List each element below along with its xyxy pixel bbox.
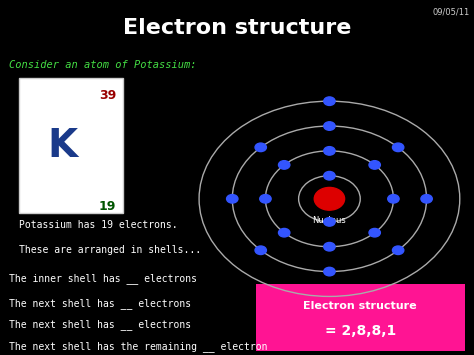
Text: Potassium has 19 electrons.: Potassium has 19 electrons. <box>19 220 178 230</box>
Ellipse shape <box>392 143 404 152</box>
Ellipse shape <box>324 242 335 251</box>
Ellipse shape <box>392 246 404 255</box>
Text: Electron structure: Electron structure <box>123 18 351 38</box>
Text: = 2,8,8,1: = 2,8,8,1 <box>325 324 396 338</box>
Ellipse shape <box>314 187 345 210</box>
Ellipse shape <box>324 218 335 226</box>
Ellipse shape <box>324 147 335 155</box>
Ellipse shape <box>324 267 335 276</box>
Ellipse shape <box>227 195 238 203</box>
Text: 39: 39 <box>99 89 116 102</box>
Ellipse shape <box>324 97 335 105</box>
Ellipse shape <box>279 228 290 237</box>
Text: The next shell has __ electrons: The next shell has __ electrons <box>9 298 191 309</box>
Text: Consider an atom of Potassium:: Consider an atom of Potassium: <box>9 60 197 70</box>
Bar <box>19 78 123 213</box>
Text: The inner shell has __ electrons: The inner shell has __ electrons <box>9 273 198 284</box>
Ellipse shape <box>421 195 432 203</box>
Ellipse shape <box>255 246 266 255</box>
Ellipse shape <box>260 195 271 203</box>
Ellipse shape <box>369 228 380 237</box>
Text: These are arranged in shells...: These are arranged in shells... <box>19 245 201 255</box>
Ellipse shape <box>324 122 335 130</box>
Text: K: K <box>48 126 78 165</box>
Text: The next shell has __ electrons: The next shell has __ electrons <box>9 320 191 331</box>
Text: Electron structure: Electron structure <box>303 301 417 311</box>
Text: 09/05/11: 09/05/11 <box>432 7 469 16</box>
Ellipse shape <box>388 195 399 203</box>
Ellipse shape <box>324 171 335 180</box>
Text: Nucleus: Nucleus <box>312 216 346 225</box>
Ellipse shape <box>279 161 290 169</box>
Text: 19: 19 <box>99 200 116 213</box>
Bar <box>256 284 465 351</box>
Ellipse shape <box>369 161 380 169</box>
Text: The next shell has the remaining __ electron: The next shell has the remaining __ elec… <box>9 341 268 352</box>
Ellipse shape <box>255 143 266 152</box>
